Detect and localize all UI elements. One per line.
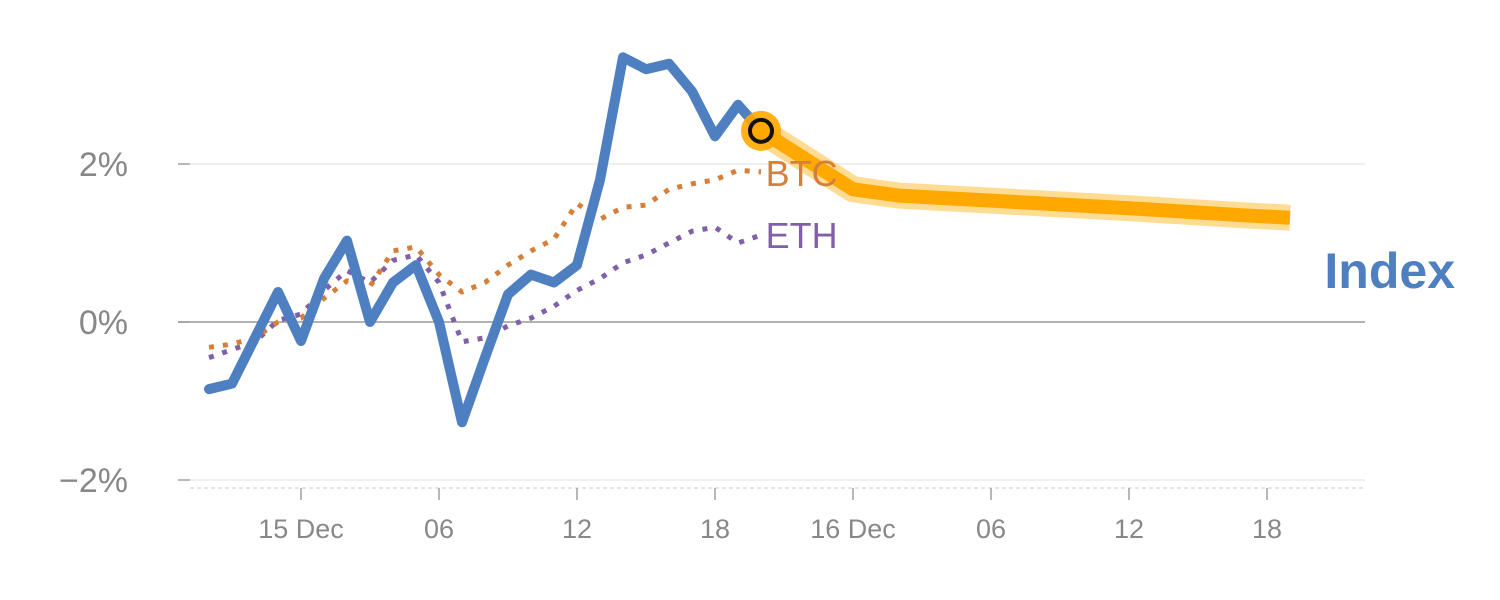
x-tick-label: 12 bbox=[562, 514, 592, 544]
x-tick-label: 06 bbox=[976, 514, 1006, 544]
x-tick-label: 18 bbox=[700, 514, 730, 544]
btc-series-label: BTC bbox=[766, 153, 838, 194]
eth-series-label: ETH bbox=[766, 215, 838, 256]
x-tick-label: 12 bbox=[1114, 514, 1144, 544]
index-series-line bbox=[204, 52, 766, 428]
series-layer bbox=[204, 52, 766, 428]
x-tick-label: 18 bbox=[1252, 514, 1282, 544]
x-tick-label: 06 bbox=[424, 514, 454, 544]
btc-series-line bbox=[208, 167, 762, 350]
highlight-point bbox=[748, 117, 774, 144]
x-tick-label: 15 Dec bbox=[258, 514, 344, 544]
grid-layer bbox=[178, 163, 1365, 481]
axis-layer: −2% 0% 2% 15 Dec 06 12 18 16 Dec 06 12 18 bbox=[59, 146, 1365, 544]
y-tick-label: −2% bbox=[59, 462, 128, 500]
y-tick-label: 0% bbox=[79, 304, 128, 342]
eth-series-line bbox=[208, 224, 762, 360]
label-layer: BTC ETH Index bbox=[766, 153, 1456, 299]
index-series-label: Index bbox=[1324, 243, 1455, 299]
forecast-layer bbox=[741, 110, 1291, 231]
forecast-line bbox=[757, 124, 1291, 225]
y-tick-label: 2% bbox=[79, 146, 128, 184]
x-tick-label: 16 Dec bbox=[810, 514, 896, 544]
